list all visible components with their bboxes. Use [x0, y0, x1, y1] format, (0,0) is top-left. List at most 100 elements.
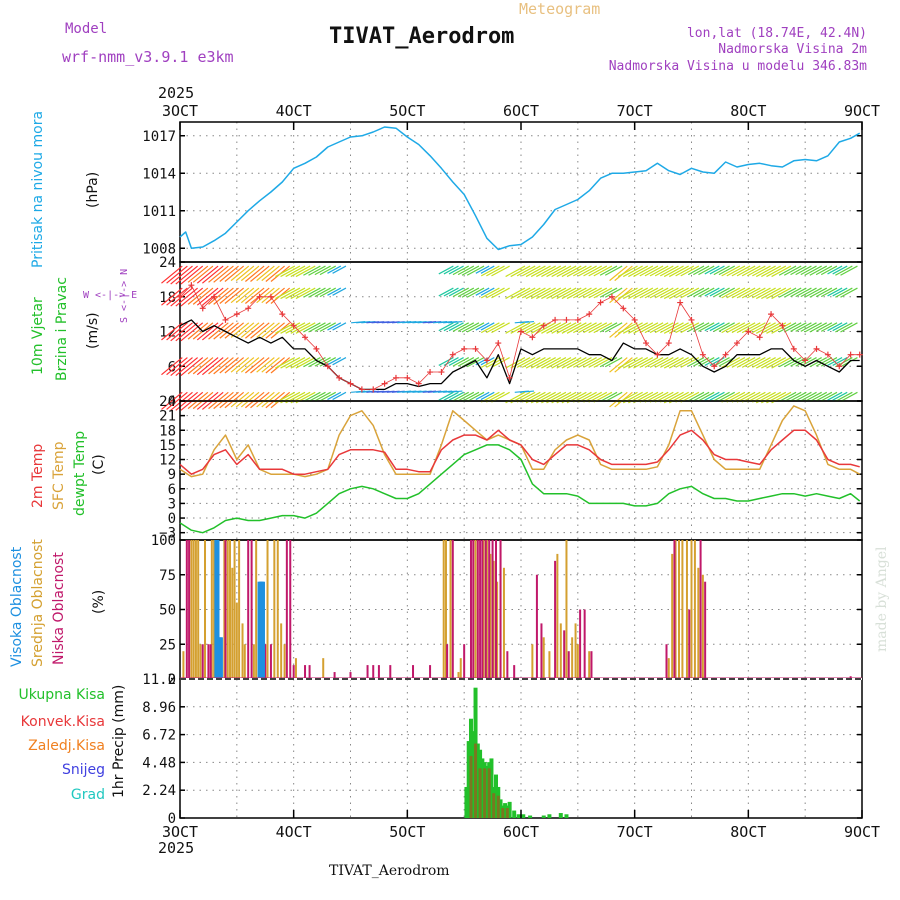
wind-arrow: [187, 357, 209, 375]
mid-cloud-bar: [233, 540, 236, 679]
wind-arrow: [180, 265, 204, 285]
wind-arrow: [628, 287, 649, 300]
wind-arrow: [261, 322, 280, 338]
wind-arrow: [219, 322, 239, 339]
wind-arrow: [256, 391, 275, 408]
wind-arrow: [755, 322, 776, 334]
low-cloud-bar: [188, 540, 191, 679]
wind-arrow: [736, 322, 756, 334]
mid-cloud-bar: [671, 553, 674, 679]
mid-cloud-bar: [701, 574, 704, 679]
wind-arrow: [475, 322, 490, 331]
wind-arrow: [795, 357, 812, 367]
wind-arrow: [525, 357, 546, 369]
wind-arrow: [654, 322, 674, 334]
mid-cloud-bar: [667, 658, 670, 679]
x-tick-label-top: 3OCT: [162, 102, 198, 120]
wind-arrow: [827, 391, 843, 401]
wind-compass-ew: W <-|-> E: [83, 290, 137, 301]
y-tick-label: 12: [159, 325, 176, 341]
wind-arrow: [693, 322, 710, 332]
wind-arrow: [663, 265, 684, 278]
wind-arrow: [718, 287, 735, 298]
wind-arrow: [319, 287, 337, 298]
wind-arrow: [809, 287, 828, 298]
wind-arrow: [546, 287, 567, 300]
y-tick-label: 6: [168, 482, 176, 498]
wind-arrow: [175, 357, 199, 377]
wind-arrow: [593, 322, 613, 334]
wind-arrow: [766, 357, 787, 369]
temp-ylabel: (C): [91, 454, 107, 475]
low-cloud-bar: [469, 540, 472, 679]
wind-arrow: [230, 357, 250, 373]
wind-arrow: [680, 322, 700, 334]
wind-arrow: [536, 322, 556, 334]
wind-arrow: [669, 265, 689, 278]
wind-arrow: [741, 357, 761, 368]
y-tick-label: 0: [168, 394, 176, 410]
wind-arrow: [832, 357, 848, 366]
wind-arrow: [303, 391, 321, 403]
wind-arrow: [556, 287, 577, 300]
x-axis-top: 3OCT 4OCT 5OCT 6OCT 7OCT 8OCT 9OCT: [162, 102, 880, 130]
wind-arrow: [752, 357, 771, 368]
wind-arrow: [280, 287, 301, 300]
wind-arrow: [731, 357, 751, 368]
wind-arrow: [546, 357, 567, 369]
wind-arrow: [448, 287, 464, 297]
x-tick-label-top: 6OCT: [503, 102, 539, 120]
wind-arrow: [166, 265, 188, 284]
wind-arrow: [609, 391, 628, 408]
wind-arrow: [261, 391, 280, 408]
wind-arrow: [752, 287, 771, 299]
wind-arrow: [746, 287, 766, 299]
low-cloud-bar: [224, 540, 227, 679]
mid-cloud-bar: [226, 540, 229, 679]
wind-arrow: [187, 265, 209, 283]
wind-arrow: [820, 265, 838, 276]
wind-arrow: [741, 322, 761, 334]
wind-arrow: [551, 322, 572, 334]
x-tick-label-top: 4OCT: [276, 102, 312, 120]
low-cloud-bar: [372, 665, 375, 679]
wind-arrow: [578, 287, 597, 299]
y-tick-label: 1008: [142, 241, 176, 257]
wind-arrow: [525, 322, 546, 334]
mid-cloud-bar: [442, 540, 445, 679]
mid-cloud-bar: [294, 658, 297, 679]
low-cloud-bar: [185, 540, 188, 679]
wind-arrow: [675, 265, 695, 277]
wind-arrow: [599, 322, 618, 333]
wind-arrow: [505, 322, 526, 334]
wind-arrow: [790, 391, 807, 402]
wind-arrow: [443, 391, 459, 401]
mid-cloud-bar: [229, 540, 232, 679]
x-axis-bottom: 3OCT 4OCT 5OCT 6OCT 7OCT 8OCT 9OCT: [162, 810, 880, 841]
wind-arrow: [261, 357, 280, 373]
precip-total-bar: [484, 765, 489, 818]
wind-arrow: [583, 265, 602, 277]
wind-arrow: [687, 287, 705, 298]
wind-arrow: [840, 287, 858, 298]
wind-arrow: [250, 322, 270, 339]
wind-arrow: [804, 391, 822, 403]
wind-arrow: [604, 265, 623, 276]
wind-arrow: [166, 391, 188, 410]
low-cloud-bar: [476, 540, 479, 679]
wind-arrow: [510, 287, 531, 300]
low-cloud-bar: [590, 651, 593, 679]
wind-arrow: [704, 391, 720, 401]
mid-cloud-bar: [273, 540, 276, 679]
wind-arrow: [583, 357, 602, 368]
wind-arrow: [815, 322, 833, 332]
y-tick-label: 18: [159, 423, 176, 439]
low-cloud-bar: [209, 644, 212, 679]
mid-cloud-bar: [548, 651, 551, 679]
wind-arrow: [303, 322, 321, 333]
precip-total-bar: [521, 814, 526, 818]
wind-arrow: [303, 357, 321, 368]
mid-cloud-bar: [482, 540, 485, 679]
wind-arrow: [256, 265, 275, 282]
wind-arrow: [593, 265, 613, 277]
